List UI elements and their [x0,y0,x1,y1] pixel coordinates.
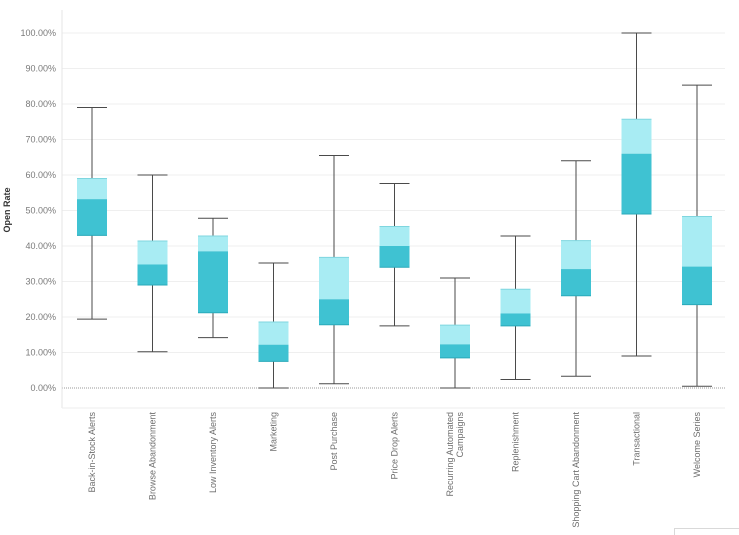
lower-box [561,269,591,296]
y-tick-label: 0.00% [30,383,56,393]
x-category-label: Welcome Series [692,412,702,478]
lower-box [440,344,470,358]
box-plot [561,160,591,377]
x-category-label: Back-in-Stock Alerts [87,412,97,493]
x-category-label: Replenishment [511,412,521,473]
lower-box [137,264,168,286]
upper-box [137,241,168,265]
upper-box [621,119,652,154]
upper-box [561,240,591,270]
x-category-label-line: Replenishment [511,412,521,473]
x-category-label: Low Inventory Alerts [208,412,218,494]
y-tick-label: 70.00% [25,135,56,145]
lower-box [198,251,228,313]
lower-box [379,246,410,268]
upper-box [198,236,228,252]
x-category-label-line: Back-in-Stock Alerts [87,412,97,493]
box-plot [137,174,168,353]
box-plot [258,262,289,389]
x-category-label: Marketing [269,412,279,452]
box-plot [379,183,410,327]
box-plot [319,154,349,385]
upper-box [258,321,289,345]
box-plot [621,32,652,357]
x-category-label-line: Price Drop Alerts [390,412,400,480]
y-axis-title: Open Rate [2,187,12,232]
upper-box [319,257,349,300]
x-category-label-line: Browse Abandonment [148,412,158,501]
y-tick-label: 30.00% [25,277,56,287]
box-plot [500,235,531,380]
y-tick-label: 40.00% [25,241,56,251]
x-category-label: Recurring Automated Campaigns [445,412,465,497]
box-plot [77,107,107,320]
x-category-label-line: Low Inventory Alerts [208,412,218,494]
upper-box [682,216,712,267]
lower-box [258,344,289,362]
lower-box [500,313,531,326]
x-category-label-line: Post Purchase [329,412,339,471]
upper-box [440,325,470,345]
y-tick-label: 90.00% [25,64,56,74]
box-plot [198,217,228,339]
y-tick-label: 60.00% [25,170,56,180]
lower-box [621,153,652,215]
x-category-label: Browse Abandonment [148,412,158,501]
upper-box [500,289,531,314]
x-category-label: Post Purchase [329,412,339,471]
y-tick-label: 20.00% [25,312,56,322]
x-category-label-line: Marketing [269,412,279,452]
upper-box [77,178,107,200]
x-category-label: Shopping Cart Abandonment [571,412,581,528]
y-axis-tick-labels: 0.00% 10.00% 20.00% 30.00% 40.00% 50.00% 60.00… [20,28,56,393]
box-plot [682,84,712,387]
x-axis-category-labels: Back-in-Stock Alerts Browse Abandonment Lo… [87,412,702,528]
y-tick-label: 10.00% [25,348,56,358]
x-category-label-line: Recurring Automated [445,412,455,497]
x-category-label-line: Campaigns [455,412,465,458]
x-category-label: Price Drop Alerts [390,412,400,480]
x-category-label-line: Shopping Cart Abandonment [571,412,581,528]
lower-box [319,299,349,325]
y-tick-label: 100.00% [20,28,56,38]
x-category-label-line: Welcome Series [692,412,702,478]
y-tick-label: 50.00% [25,206,56,216]
upper-box [379,226,410,246]
box-plot [440,277,470,389]
gridlines [61,10,725,409]
x-category-label: Transactional [632,412,642,466]
corner-frame [674,528,739,535]
lower-box [77,199,107,236]
box-plots [77,32,712,389]
x-category-label-line: Transactional [632,412,642,466]
y-tick-label: 80.00% [25,99,56,109]
lower-box [682,266,712,305]
